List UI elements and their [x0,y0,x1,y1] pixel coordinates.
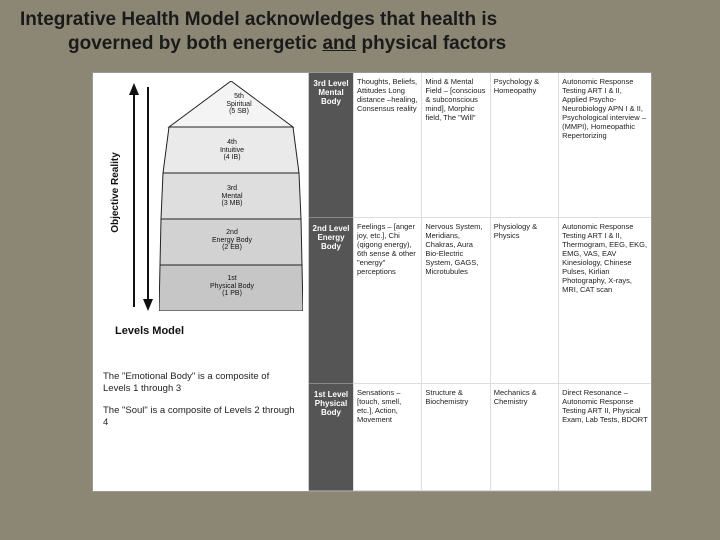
cell-r0-c1: Mind & Mental Field – [conscious & subco… [421,73,489,218]
cell-r2-c0: Sensations – [touch, smell, etc.], Actio… [353,384,421,491]
grid-row-1st: 1st Level Physical Body Sensations – [to… [309,384,651,491]
pyramid-level-4: 4th Intuitive (4 IB) [197,139,267,162]
cell-r1-c0: Feelings – [anger joy, etc.], Chi (qigon… [353,218,421,384]
cell-r1-c2: Physiology & Physics [490,218,558,384]
cell-r0-c3: Autonomic Response Testing ART I & II, A… [558,73,651,218]
pyramid-level-5: 5th Spiritual (5 SB) [209,93,269,116]
levels-model-caption: Levels Model [115,325,184,337]
grid-row-3rd: 3rd Level Mental Body Thoughts, Beliefs,… [309,73,651,218]
cell-r1-c1: Nervous System, Meridians, Chakras, Aura… [421,218,489,384]
row-header-1st: 1st Level Physical Body [309,384,353,491]
pyramid-level-2: 2nd Energy Body (2 EB) [191,229,273,252]
pyramid-column: Objective Reality Subjective Reality [93,73,308,491]
arrow-up-icon [127,83,141,311]
composite-note-2: The "Soul" is a composite of Levels 2 th… [103,405,298,429]
slide-title: Integrative Health Model acknowledges th… [0,0,720,60]
cell-r0-c0: Thoughts, Beliefs, Attitudes Long distan… [353,73,421,218]
objective-reality-label: Objective Reality [110,152,121,233]
cell-r2-c3: Direct Resonance – Autonomic Response Te… [558,384,651,491]
cell-r2-c2: Mechanics & Chemistry [490,384,558,491]
arrow-down-icon [141,83,155,311]
title-line-2: governed by both energetic and physical … [20,32,700,56]
levels-grid: 3rd Level Mental Body Thoughts, Beliefs,… [308,73,651,491]
row-header-3rd: 3rd Level Mental Body [309,73,353,218]
cell-r1-c3: Autonomic Response Testing ART I & II, T… [558,218,651,384]
composite-note-1: The "Emotional Body" is a composite of L… [103,371,298,395]
slide: Integrative Health Model acknowledges th… [0,0,720,540]
cell-r0-c2: Psychology & Homeopathy [490,73,558,218]
pyramid-level-3: 3rd Mental (3 MB) [195,185,269,208]
pyramid-area: Objective Reality Subjective Reality [97,77,304,367]
cell-r2-c1: Structure & Biochemistry [421,384,489,491]
title-line-1: Integrative Health Model acknowledges th… [20,8,700,32]
grid-row-2nd: 2nd Level Energy Body Feelings – [anger … [309,218,651,384]
content-panel: Objective Reality Subjective Reality [92,72,652,492]
row-header-2nd: 2nd Level Energy Body [309,218,353,384]
pyramid-level-1: 1st Physical Body (1 PB) [187,275,277,298]
